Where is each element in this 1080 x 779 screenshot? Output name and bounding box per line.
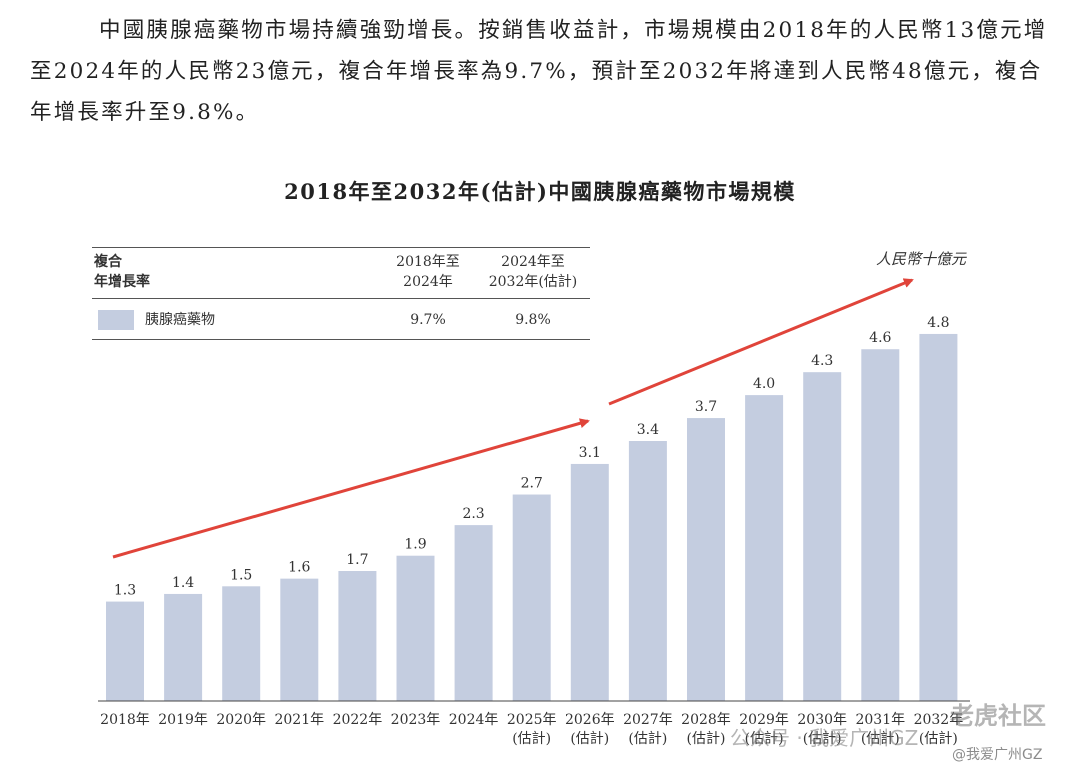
x-tick-label-4: 2022年 [333,712,383,728]
legend-header-cagr-line2: 年增長率 [94,274,150,290]
bar-8 [570,463,609,701]
cagr-legend-table: 複合 年增長率 2018年至 2024年 2024年至 2032年(估計) 胰腺… [92,247,590,340]
x-tick-label-11: 2029年 [739,712,789,728]
bar-1 [164,593,203,701]
x-tick-label-7-sub: (估計) [512,731,551,747]
chart-title: 2018年至2032年(估計)中國胰腺癌藥物市場規模 [284,179,796,204]
bar-value-label-2: 1.5 [230,567,252,583]
x-tick-label-14-sub: (估計) [919,731,958,747]
legend-header-cagr: 複合 年增長率 [94,252,150,292]
bar-3 [280,578,319,701]
x-tick-label-10-sub: (估計) [687,731,726,747]
bar-value-label-13: 4.6 [869,330,891,346]
x-tick-label-11-sub: (估計) [745,731,784,747]
legend-cagr-2018-2024: 9.7% [410,312,446,328]
x-tick-label-13-sub: (估計) [861,731,900,747]
bar-10 [687,418,725,701]
watermark-handle: @我爱广州GZ [952,747,1043,763]
watermark-wechat: 公众号 · 我爱广州GZ [730,726,919,750]
bar-value-label-11: 4.0 [753,376,775,392]
legend-header-period2-line2: 2032年(估計) [488,274,578,290]
bar-value-label-1: 1.4 [172,575,194,591]
bar-4 [338,571,377,701]
legend-header-period2: 2024年至 2032年(估計) [476,252,590,292]
bar-0 [106,601,144,701]
legend-swatch [98,310,134,330]
x-tick-label-3: 2021年 [274,712,324,728]
legend-header-period2-line1: 2024年至 [501,254,565,270]
bar-7 [512,494,551,701]
x-tick-label-13: 2031年 [855,712,905,728]
bar-12 [803,372,842,701]
bar-value-label-9: 3.4 [637,422,659,438]
watermark-community: 老虎社区 [950,702,1046,730]
x-tick-label-12: 2030年 [797,712,847,728]
x-tick-label-0: 2018年 [100,712,150,728]
bar-value-label-12: 4.3 [811,353,833,369]
x-tick-label-10: 2028年 [681,712,731,728]
unit-label: 人民幣十億元 [876,250,967,268]
growth-arrow-2 [608,278,914,406]
bar-value-label-4: 1.7 [346,552,368,568]
bar-9 [628,441,667,701]
x-tick-label-8-sub: (估計) [570,731,609,747]
bar-6 [454,525,493,701]
x-tick-label-12-sub: (估計) [803,731,842,747]
bar-value-label-8: 3.1 [579,445,601,461]
bar-value-label-7: 2.7 [521,476,543,492]
bar-14 [919,333,958,701]
bar-value-label-0: 1.3 [114,583,136,599]
legend-header-period1: 2018年至 2024年 [388,252,468,292]
x-tick-label-9-sub: (估計) [628,731,667,747]
intro-paragraph: 中國胰腺癌藥物市場持續強勁增長。按銷售收益計，市場規模由2018年的人民幣13億… [30,18,1048,125]
legend-header-cagr-line1: 複合 [94,254,122,270]
growth-arrow-1 [112,418,590,559]
x-tick-label-6: 2024年 [449,712,499,728]
legend-header-row: 複合 年增長率 2018年至 2024年 2024年至 2032年(估計) [92,247,590,299]
x-tick-label-7: 2025年 [507,712,557,728]
legend-cagr-2024-2032: 9.8% [515,312,551,328]
x-tick-label-1: 2019年 [158,712,208,728]
bar-value-label-3: 1.6 [288,560,310,576]
x-tick-label-2: 2020年 [216,712,266,728]
legend-series-name: 胰腺癌藥物 [145,312,215,328]
x-tick-label-14: 2032年 [914,712,964,728]
bar-5 [396,555,435,701]
legend-header-period1-line1: 2018年至 [396,254,460,270]
x-tick-label-5: 2023年 [391,712,441,728]
bar-11 [745,395,784,701]
bar-value-label-6: 2.3 [462,506,484,522]
bar-value-label-5: 1.9 [404,537,426,553]
legend-series-row: 胰腺癌藥物 9.7% 9.8% [92,299,590,340]
bar-13 [861,349,900,701]
bar-value-label-14: 4.8 [927,315,949,331]
bar-2 [222,586,261,701]
x-tick-label-9: 2027年 [623,712,673,728]
legend-header-period1-line2: 2024年 [403,274,453,290]
x-tick-label-8: 2026年 [565,712,615,728]
bar-value-label-10: 3.7 [695,399,717,415]
